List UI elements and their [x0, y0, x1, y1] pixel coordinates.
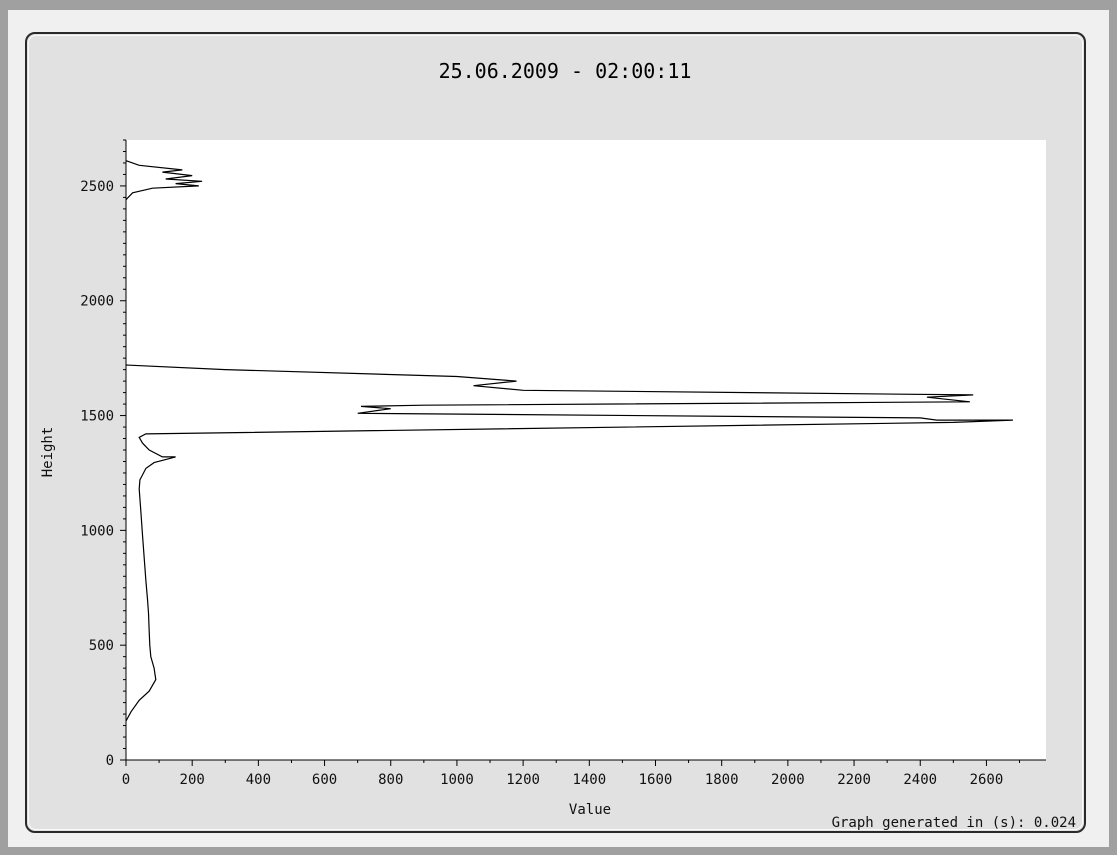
x-tick-label: 1800	[705, 772, 739, 788]
x-tick-label: 1200	[506, 772, 540, 788]
x-tick-label: 1600	[639, 772, 673, 788]
y-tick-label: 2000	[80, 294, 114, 310]
x-tick-label: 2600	[970, 772, 1004, 788]
generation-time-note: Graph generated in (s): 0.024	[832, 815, 1076, 831]
x-tick-label: 400	[246, 772, 271, 788]
y-axis-label: Height	[40, 427, 56, 478]
y-tick-label: 2500	[80, 179, 114, 195]
y-tick-label: 1000	[80, 523, 114, 539]
y-tick-label: 500	[89, 638, 114, 654]
x-tick-label: 1000	[440, 772, 474, 788]
x-tick-label: 600	[312, 772, 337, 788]
x-tick-label: 2400	[903, 772, 937, 788]
x-tick-label: 200	[180, 772, 205, 788]
y-tick-label: 1500	[80, 409, 114, 425]
series-layer	[125, 160, 1013, 722]
x-axis-label: Value	[569, 802, 611, 818]
x-tick-label: 1400	[572, 772, 606, 788]
x-tick-label: 0	[122, 772, 130, 788]
series-line-1	[125, 364, 1013, 722]
series-line-2	[125, 160, 203, 201]
axes: 0 200 400 600 800 1000 1200 1400 1600 1800 2000 220…	[80, 139, 1046, 788]
plot-area	[126, 140, 1046, 760]
y-tick-label: 0	[106, 753, 114, 769]
x-tick-label: 2000	[771, 772, 805, 788]
x-tick-label: 800	[378, 772, 403, 788]
x-tick-label: 2200	[837, 772, 871, 788]
chart-title: 25.06.2009 - 02:00:11	[439, 59, 692, 83]
